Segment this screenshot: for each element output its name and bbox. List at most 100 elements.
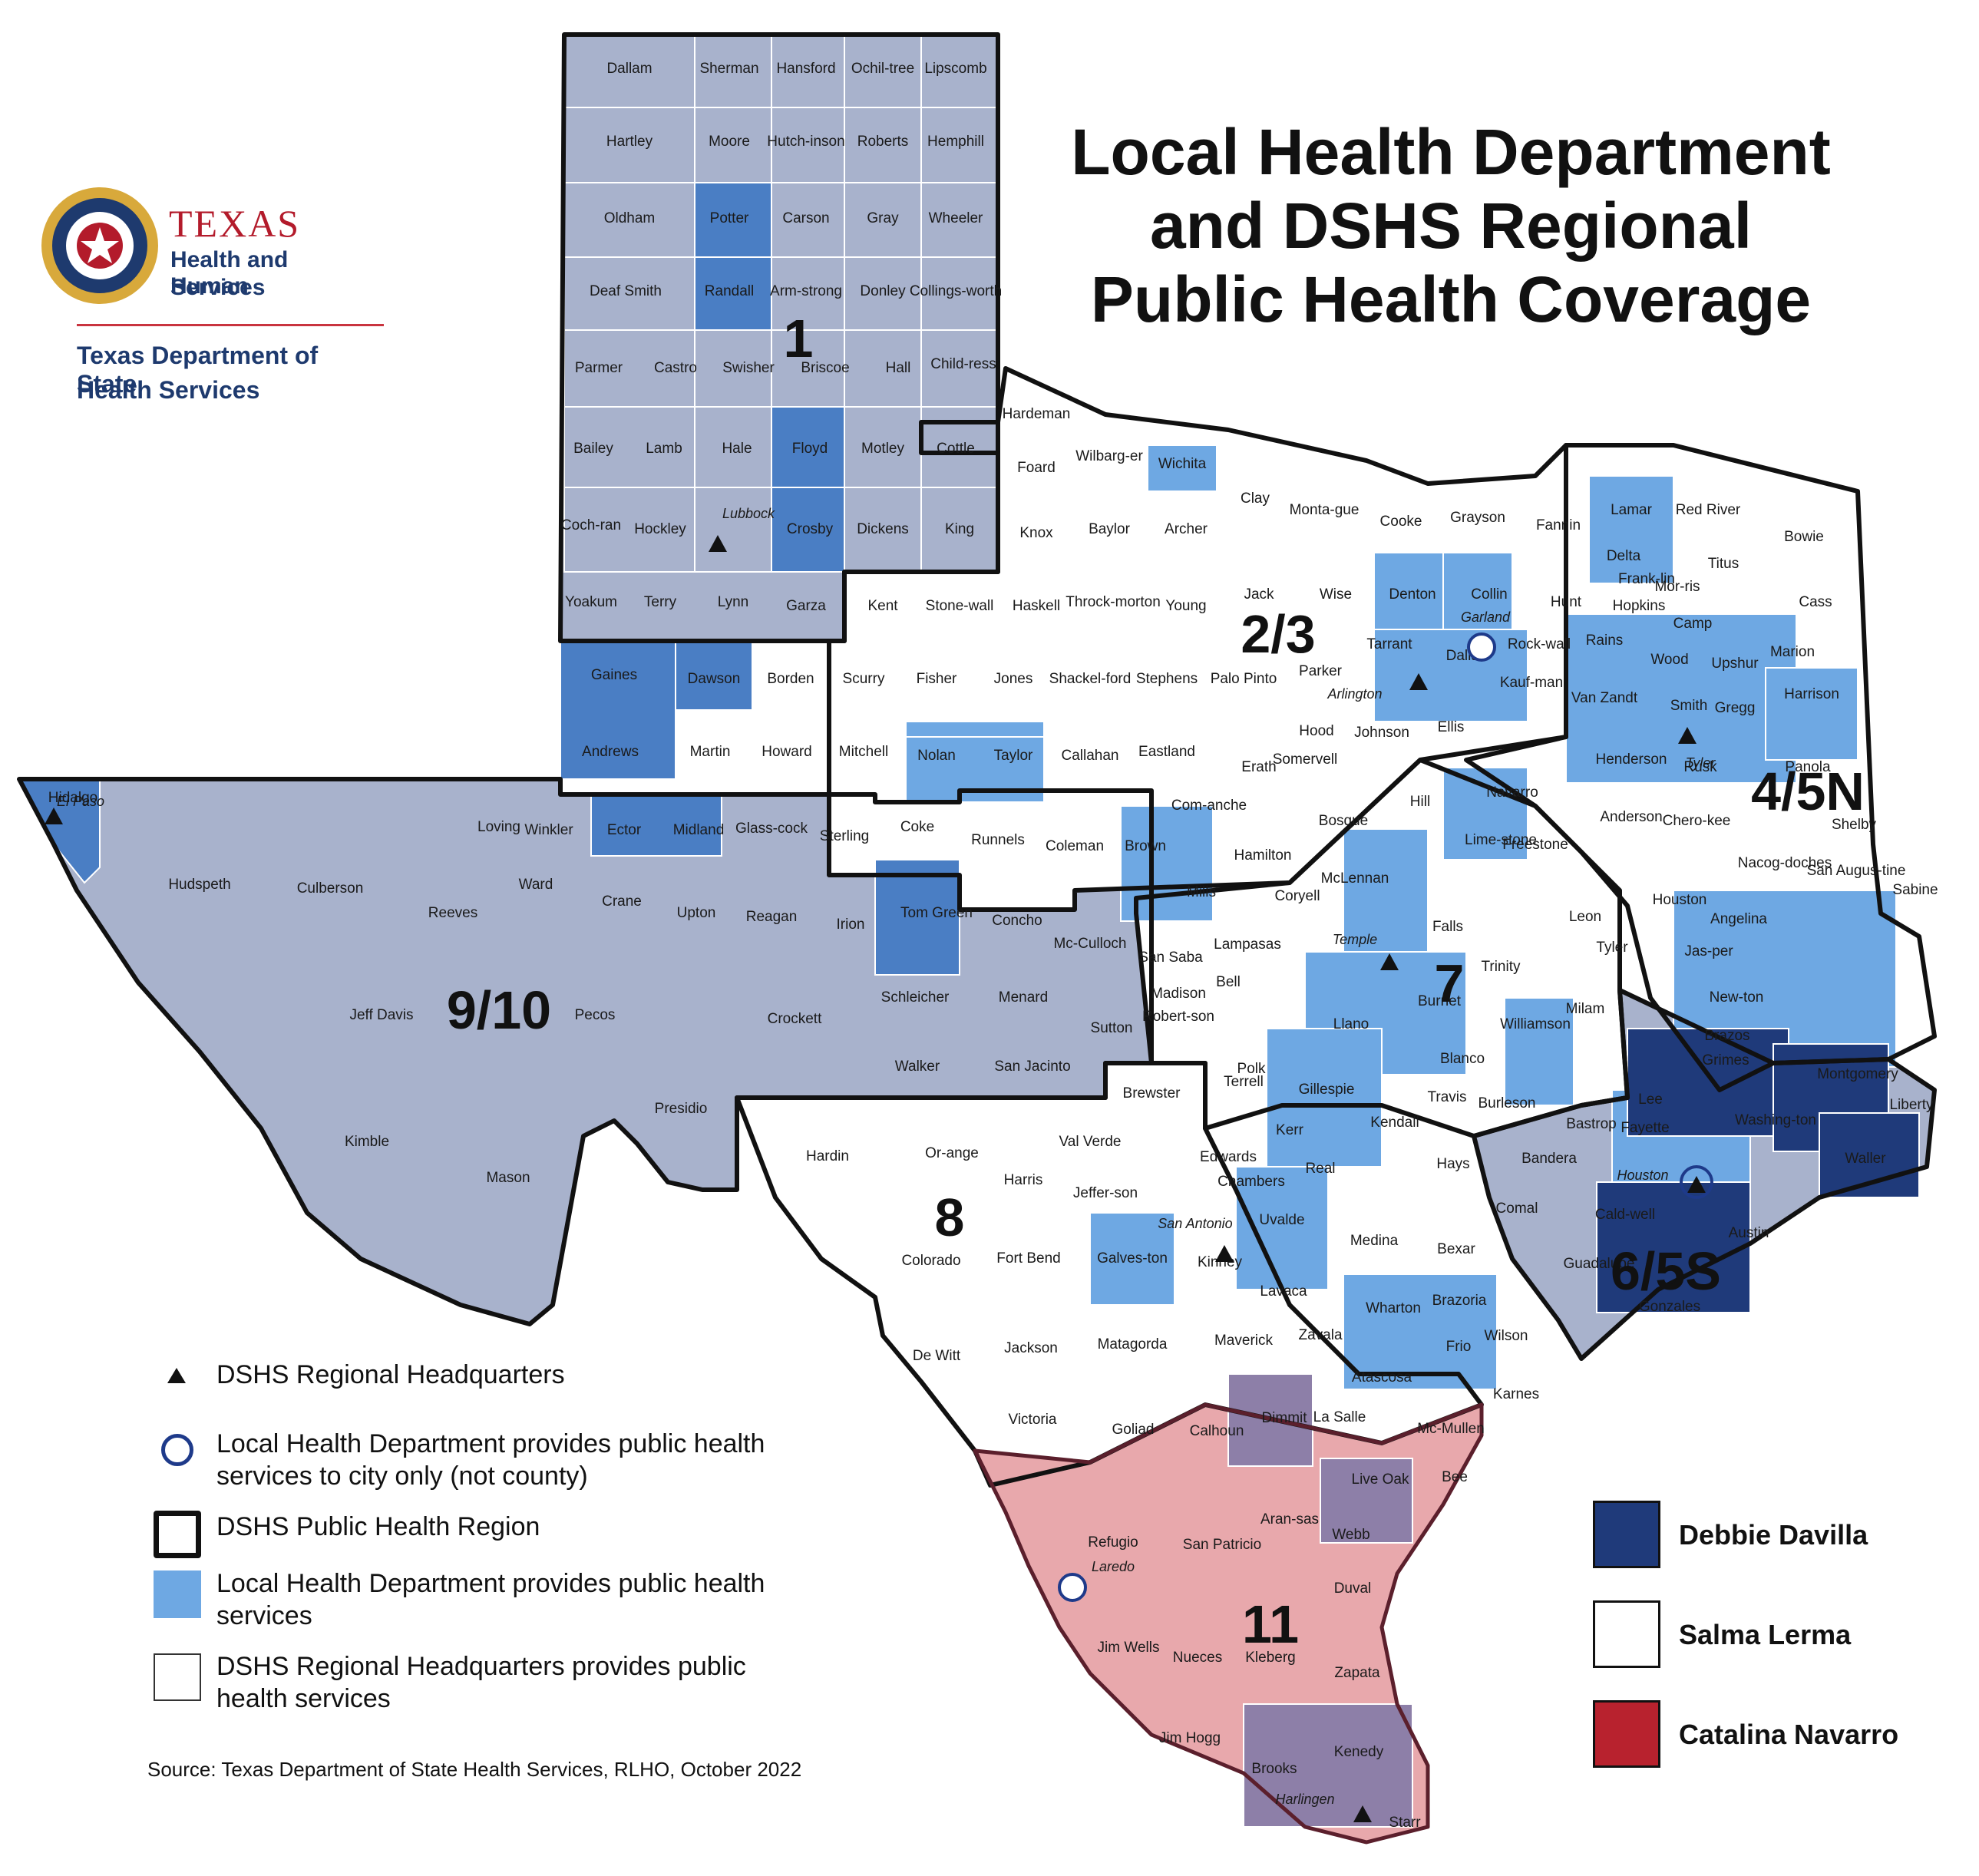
county-label: Panola [1785, 759, 1831, 775]
county-cell [920, 182, 999, 258]
county-cell [844, 107, 922, 183]
county-label: Lipscomb [924, 61, 986, 77]
county-label: Bell [1216, 974, 1241, 990]
county-label: Marion [1770, 644, 1815, 660]
county-patch [1765, 667, 1858, 761]
county-label: Zapata [1334, 1665, 1380, 1681]
county-label: Kauf-man [1500, 675, 1563, 691]
county-label: Val Verde [1059, 1134, 1122, 1150]
county-label: Trinity [1481, 959, 1521, 975]
county-label: Mc-Mullen [1417, 1421, 1485, 1437]
county-label: San Augus-tine [1807, 863, 1906, 879]
county-label: Hartley [606, 134, 653, 150]
county-label: Bandera [1521, 1151, 1577, 1167]
county-label: Potter [710, 210, 749, 226]
county-label: Jeff Davis [349, 1007, 413, 1023]
county-label: Yoakum [565, 594, 617, 610]
county-label: Moore [709, 134, 750, 150]
county-label: Uvalde [1259, 1212, 1304, 1228]
county-label: Angelina [1710, 911, 1767, 927]
city-label: Harlingen [1275, 1792, 1334, 1807]
county-label: Guadalupe [1564, 1256, 1635, 1272]
county-label: Shackel-ford [1049, 671, 1132, 687]
county-cell [920, 329, 999, 408]
county-label: Smith [1670, 698, 1708, 714]
county-label: Terrell [1224, 1074, 1264, 1090]
county-label: Brazoria [1432, 1293, 1487, 1309]
county-label: Eastland [1138, 744, 1195, 760]
county-label: Coryell [1274, 888, 1320, 904]
county-label: Kleberg [1245, 1650, 1296, 1666]
county-label: Houston [1653, 892, 1707, 908]
county-label: Hill [1410, 794, 1430, 810]
county-label: Jackson [1004, 1340, 1058, 1356]
city-label: Arlington [1326, 686, 1382, 702]
legend-text: DSHS Regional Headquarters provides publ… [216, 1652, 746, 1713]
county-cell [694, 107, 772, 183]
county-label: Winkler [524, 822, 573, 838]
region-label: 11 [1242, 1594, 1299, 1654]
county-label: Bastrop [1566, 1116, 1616, 1132]
county-label: Lee [1638, 1092, 1663, 1108]
legend-text: Local Health Department provides public … [216, 1569, 765, 1630]
county-label: Tarrant [1366, 636, 1412, 652]
region-label: 6/5S [1611, 1241, 1721, 1301]
county-label: Glass-cock [735, 821, 808, 837]
county-label: Oldham [604, 210, 656, 226]
title-line-3: Public Health Coverage [1090, 263, 1812, 335]
county-label: Hunt [1551, 594, 1582, 610]
county-label: Midland [673, 822, 725, 838]
county-label: Anderson [1600, 809, 1662, 825]
county-cell [771, 34, 845, 108]
region-11-border [973, 1402, 1484, 1845]
hq-swatch-icon [154, 1650, 201, 1701]
county-label: Hardeman [1003, 406, 1071, 422]
county-label: Cald-well [1595, 1207, 1655, 1223]
regional-hq-triangle-icon [45, 808, 63, 824]
county-cell [771, 256, 845, 331]
county-label: Atascosa [1352, 1369, 1412, 1386]
city-only-circle-icon [1680, 1165, 1713, 1199]
county-label: Brown [1125, 838, 1166, 854]
county-cell [694, 487, 772, 573]
county-label: Van Zandt [1571, 690, 1638, 706]
county-label: Harris [1004, 1172, 1043, 1188]
county-label: Grimes [1702, 1052, 1749, 1068]
county-label: Motley [861, 441, 904, 457]
county-label: Reagan [746, 909, 798, 925]
county-label: Madison [1151, 986, 1206, 1002]
county-label: Gillespie [1299, 1082, 1355, 1098]
county-label: Bowie [1784, 529, 1824, 545]
county-patch [590, 794, 722, 857]
staff-item-catalina: Catalina Navarro [1593, 1700, 1961, 1769]
county-cell [920, 487, 999, 573]
county-label: Henderson [1596, 751, 1667, 768]
county-label: Nacog-doches [1738, 855, 1832, 871]
county-label: Menard [999, 989, 1048, 1006]
region-6-5s-border [1472, 988, 1937, 1361]
county-label: Taylor [994, 748, 1033, 764]
county-label: Fannin [1536, 517, 1581, 533]
county-label: Dawson [688, 671, 741, 687]
county-patch [874, 859, 960, 976]
county-label: San Jacinto [994, 1059, 1070, 1075]
county-label: Tyler [1596, 940, 1628, 956]
county-label: Matagorda [1098, 1336, 1168, 1353]
county-label: Coleman [1046, 838, 1104, 854]
county-cell [920, 34, 999, 108]
county-label: Burleson [1478, 1095, 1536, 1111]
county-label: San Saba [1138, 950, 1203, 966]
county-label: Donley [860, 283, 906, 299]
city-label: Laredo [1092, 1559, 1135, 1574]
county-label: Andrews [582, 744, 639, 760]
county-label: Ochil-tree [851, 61, 914, 77]
county-label: Dimmit [1261, 1410, 1307, 1426]
county-label: Archer [1165, 521, 1208, 537]
county-label: Sterling [820, 828, 869, 844]
county-label: Concho [992, 913, 1042, 929]
county-label: Culberson [297, 880, 364, 897]
city-markers: Lubbock El Paso Garland Arlington Tyler Templ… [45, 506, 1716, 1822]
county-label: Castro [654, 360, 697, 376]
region-label: 7 [1435, 953, 1465, 1013]
